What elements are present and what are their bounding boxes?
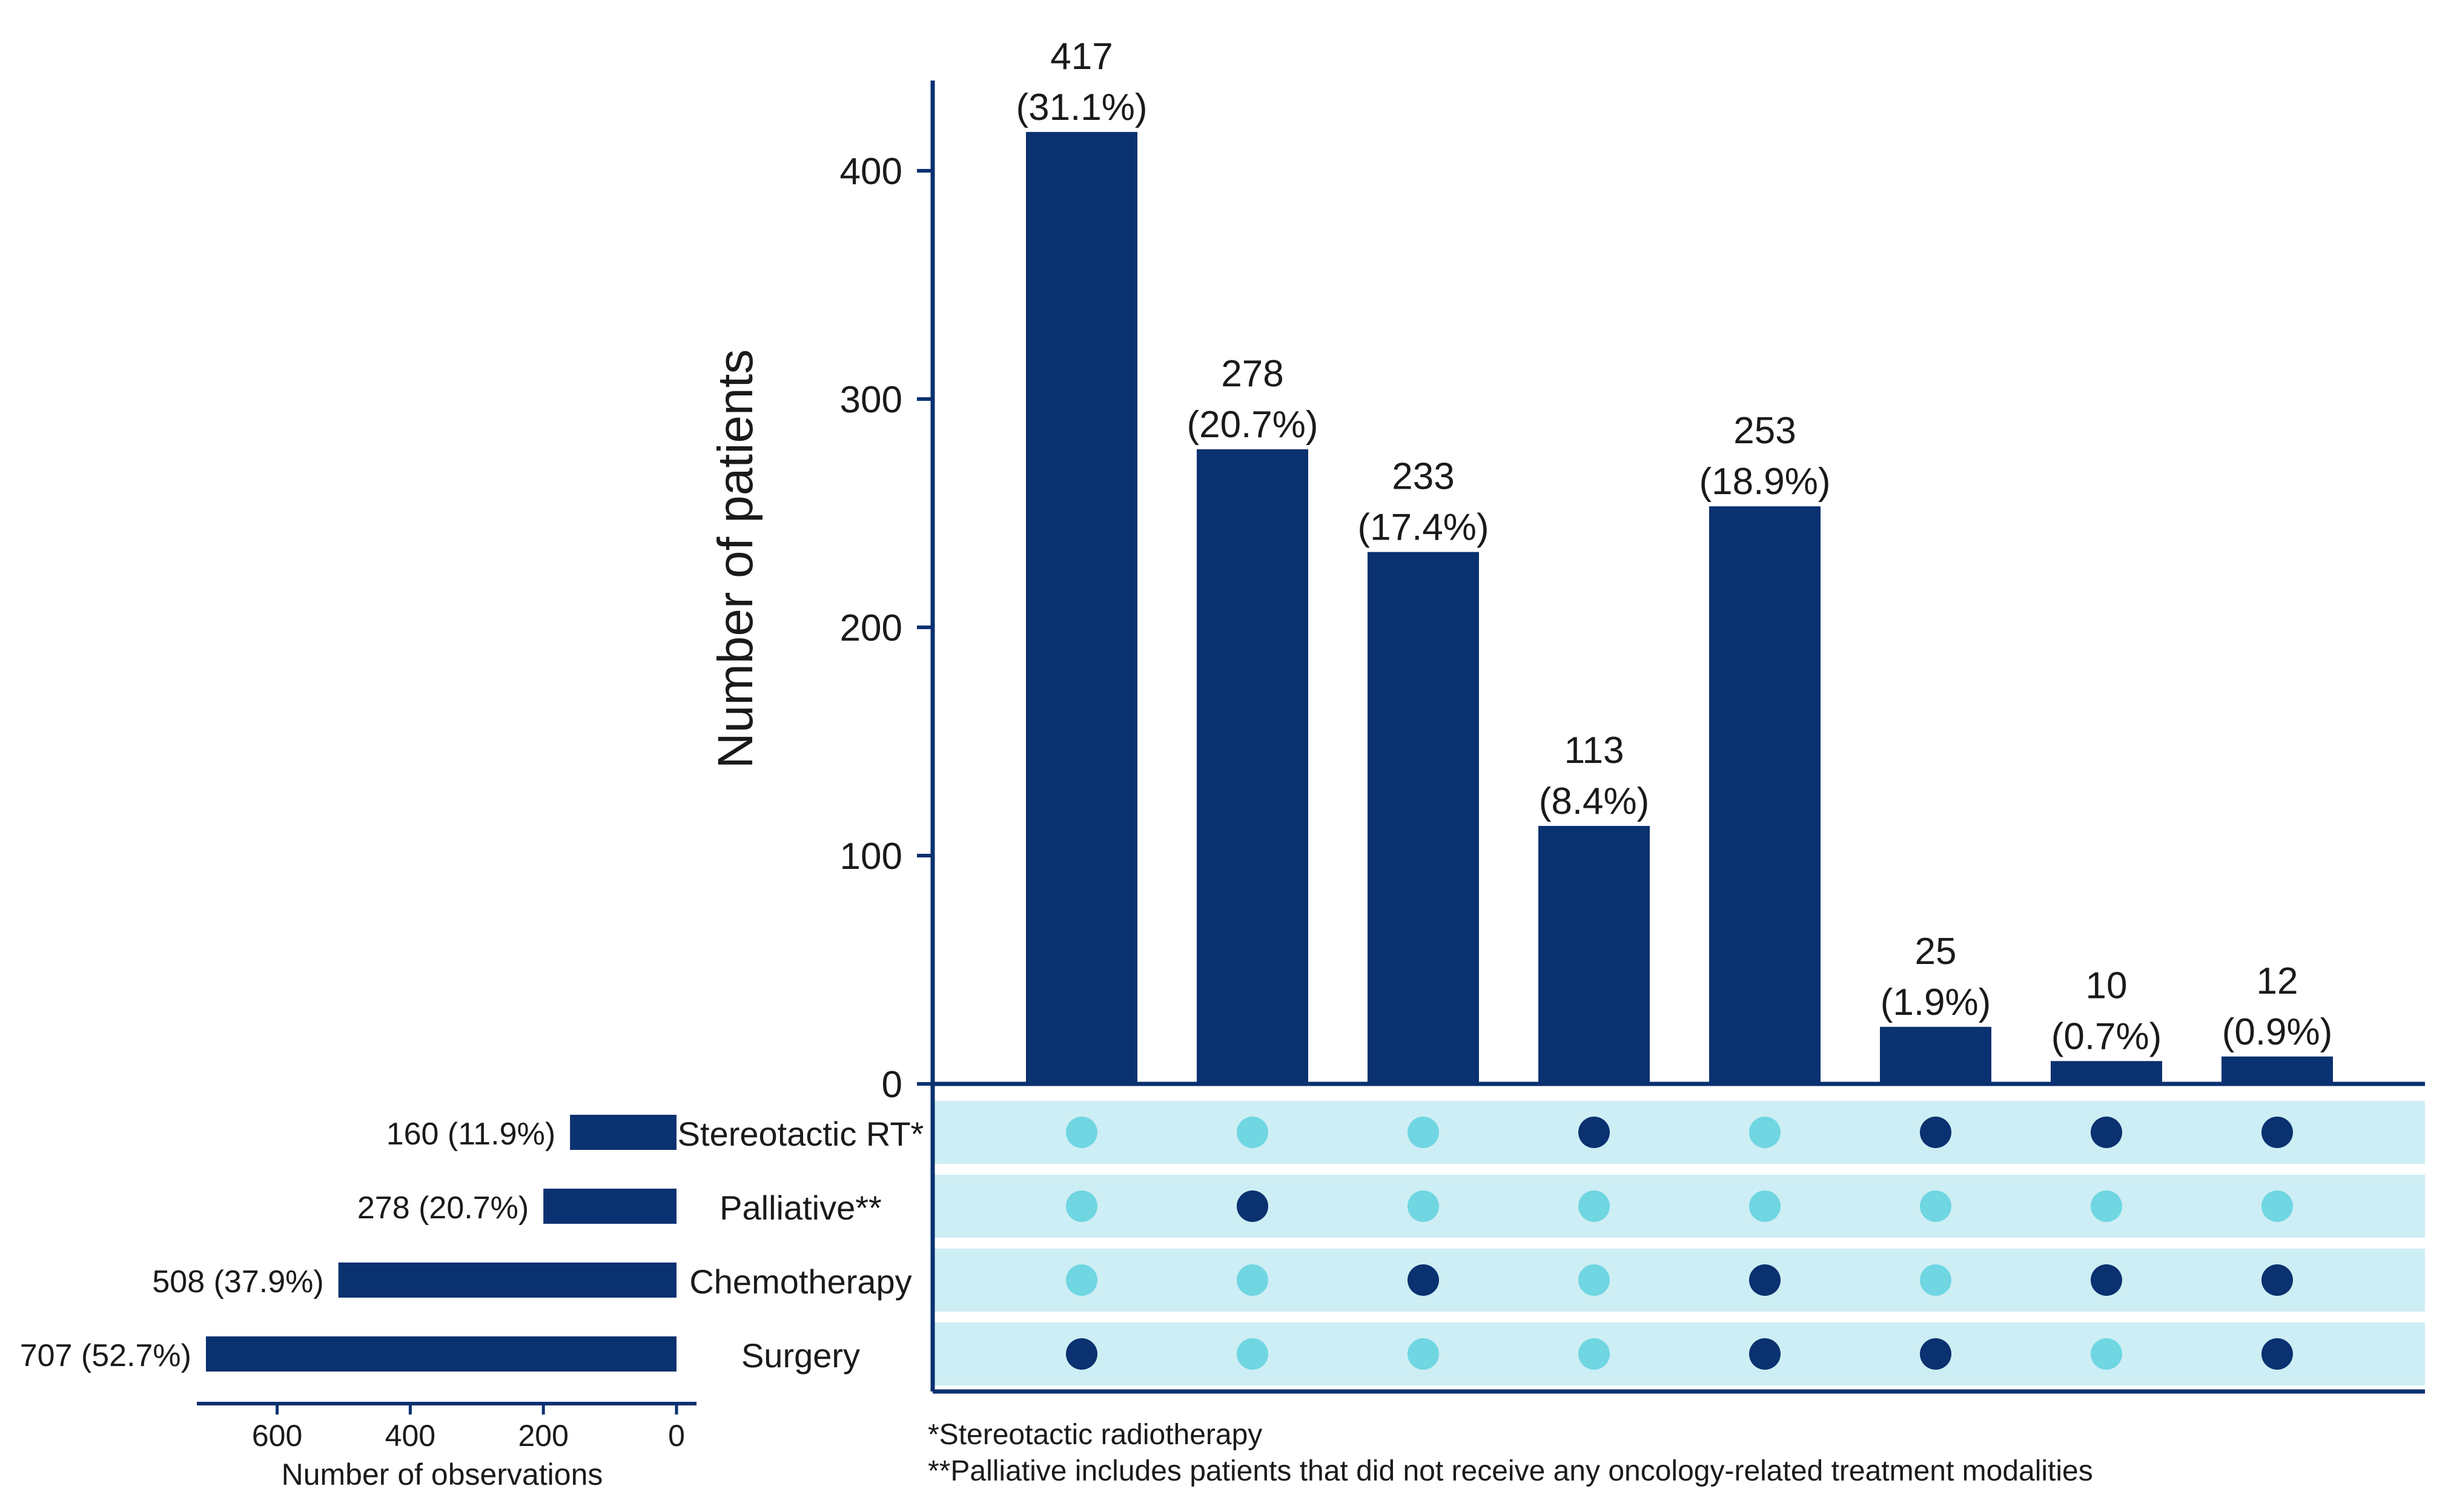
set-size-label: 707 (52.7%) [20, 1338, 191, 1373]
bar [1026, 131, 1137, 1084]
set-name-label: Stereotactic RT* [678, 1115, 924, 1153]
y-axis-title: Number of patients [708, 349, 763, 769]
y-tick-label: 100 [840, 836, 902, 877]
matrix-dot-inactive [1578, 1338, 1610, 1370]
bar-count-label: 25 [1915, 931, 1957, 972]
matrix-dot-inactive [2091, 1190, 2122, 1222]
matrix-dot-inactive [1749, 1190, 1781, 1222]
set-size-axis-title: Number of observations [282, 1458, 603, 1491]
matrix-dot-active [2091, 1117, 2122, 1148]
set-size-bar [543, 1189, 677, 1224]
set-size-bar [338, 1263, 677, 1298]
matrix-dot-inactive [1237, 1117, 1268, 1148]
bar [1538, 825, 1650, 1084]
matrix-dot-active [2261, 1264, 2293, 1296]
matrix-dot-active [1920, 1117, 1951, 1148]
matrix-row-band [933, 1322, 2425, 1385]
matrix-dot-inactive [1920, 1264, 1951, 1296]
matrix-dot-inactive [1408, 1117, 1439, 1148]
set-size-tick-label: 200 [518, 1419, 568, 1453]
matrix-dot-inactive [1408, 1190, 1439, 1222]
bar-percent-label: (8.4%) [1539, 781, 1650, 822]
bar-count-label: 10 [2086, 965, 2128, 1006]
bar [1709, 506, 1821, 1084]
bar-percent-label: (31.1%) [1016, 87, 1147, 128]
bar-count-label: 233 [1392, 456, 1454, 498]
matrix-dot-inactive [1578, 1190, 1610, 1222]
bar [2051, 1061, 2162, 1084]
bar-percent-label: (1.9%) [1881, 982, 1991, 1023]
y-tick-label: 400 [840, 151, 902, 193]
set-size-tick-label: 0 [668, 1419, 685, 1453]
bar-count-label: 253 [1733, 410, 1796, 452]
matrix-dot-inactive [1920, 1190, 1951, 1222]
matrix-dot-active [2261, 1338, 2293, 1370]
matrix-dot-inactive [1066, 1264, 1097, 1296]
set-size-tick-label: 600 [252, 1419, 302, 1453]
set-size-bar [206, 1336, 677, 1372]
y-tick-label: 0 [882, 1064, 902, 1106]
matrix-dot-active [1408, 1264, 1439, 1296]
set-size-tick-label: 400 [385, 1419, 435, 1453]
matrix-dot-inactive [1237, 1264, 1268, 1296]
matrix-dot-inactive [1066, 1117, 1097, 1148]
bar-percent-label: (18.9%) [1699, 461, 1830, 503]
bar-percent-label: (0.7%) [2051, 1015, 2162, 1057]
matrix-dot-inactive [1408, 1338, 1439, 1370]
matrix-dot-active [1749, 1338, 1781, 1370]
footnote-palliative: **Palliative includes patients that did … [928, 1455, 2093, 1487]
bar [1368, 552, 1479, 1084]
bar-count-label: 417 [1050, 36, 1113, 78]
matrix-dot-inactive [1749, 1117, 1781, 1148]
matrix-dot-inactive [1237, 1338, 1268, 1370]
matrix-dot-inactive [2261, 1190, 2293, 1222]
matrix-dot-inactive [2091, 1338, 2122, 1370]
matrix-dot-active [1578, 1117, 1610, 1148]
set-name-label: Chemotherapy [689, 1263, 911, 1301]
matrix-dot-active [1237, 1190, 1268, 1222]
matrix-row-band [933, 1249, 2425, 1312]
bar-percent-label: (17.4%) [1357, 507, 1489, 549]
bar-percent-label: (20.7%) [1186, 404, 1318, 446]
y-tick-label: 300 [840, 379, 902, 421]
bar-percent-label: (0.9%) [2222, 1011, 2333, 1053]
set-size-bar [570, 1115, 677, 1150]
matrix-dot-inactive [1066, 1190, 1097, 1222]
matrix-dot-inactive [1578, 1264, 1610, 1296]
bar [1197, 449, 1308, 1084]
set-name-label: Palliative** [720, 1189, 882, 1227]
matrix-dot-active [2091, 1264, 2122, 1296]
y-tick-label: 200 [840, 607, 902, 649]
set-size-label: 508 (37.9%) [152, 1264, 323, 1299]
matrix-dot-active [2261, 1117, 2293, 1148]
bar-count-label: 278 [1221, 353, 1283, 395]
set-size-label: 278 (20.7%) [357, 1190, 529, 1226]
bar [1880, 1026, 1991, 1084]
matrix-row-band [933, 1101, 2425, 1164]
matrix-row-band [933, 1175, 2425, 1238]
footnote-stereotactic: *Stereotactic radiotherapy [928, 1419, 1263, 1451]
bar-count-label: 113 [1564, 730, 1624, 771]
matrix-dot-active [1920, 1338, 1951, 1370]
set-name-label: Surgery [741, 1336, 860, 1375]
matrix-dot-active [1066, 1338, 1097, 1370]
bar [2221, 1056, 2333, 1084]
set-size-label: 160 (11.9%) [386, 1117, 555, 1152]
bar-count-label: 12 [2257, 960, 2298, 1002]
matrix-dot-active [1749, 1264, 1781, 1296]
